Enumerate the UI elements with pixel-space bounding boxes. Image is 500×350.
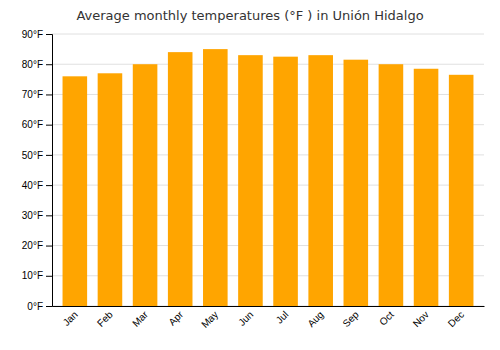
x-tick: Jul	[274, 309, 291, 326]
bar	[379, 64, 404, 306]
y-tick-label: 80°F	[22, 59, 43, 70]
grid	[52, 34, 484, 306]
y-tick-label: 10°F	[22, 270, 43, 281]
grid-line	[52, 64, 484, 65]
y-tick-label: 20°F	[22, 240, 43, 251]
x-tick: Sep	[340, 309, 361, 330]
x-tick: Feb	[95, 309, 115, 329]
x-tick-label: Dec	[446, 309, 466, 329]
x-axis: Jan Feb Mar Apr May Jun Jul Aug Sep Oct Nov Dec	[53, 307, 485, 330]
y-tick-mark	[46, 276, 52, 277]
x-tick: Apr	[166, 308, 185, 327]
x-tick: Nov	[411, 309, 431, 329]
x-tick: May	[199, 309, 220, 330]
x-tick-label: Jul	[274, 309, 291, 326]
y-tick-mark	[46, 125, 52, 126]
x-tick: Jun	[236, 309, 255, 328]
x-tick: Jan	[61, 309, 80, 328]
x-tick-label: May	[199, 309, 220, 330]
y-tick-mark	[46, 185, 52, 186]
y-tick: 40°F	[22, 180, 52, 191]
bar	[98, 73, 123, 306]
y-tick-label: 90°F	[22, 29, 43, 40]
chart: Average monthly temperatures (°F ) in Un…	[0, 0, 500, 350]
plot: 0°F 10°F 20°F 30°F 40°F 50°F 60°F 70°F 80°F 90°F J…	[22, 29, 485, 330]
x-tick: Mar	[130, 308, 150, 328]
x-tick: Aug	[305, 309, 325, 329]
y-tick-label: 50°F	[22, 150, 43, 161]
y-tick-mark	[46, 246, 52, 247]
y-tick: 60°F	[22, 119, 52, 130]
bar	[273, 57, 298, 306]
grid-line	[52, 34, 484, 35]
bar	[414, 69, 439, 306]
x-tick-label: Aug	[305, 309, 325, 329]
x-tick-label: Apr	[166, 308, 185, 327]
y-tick-mark	[46, 34, 52, 35]
y-tick-mark	[46, 64, 52, 65]
bar	[133, 64, 158, 306]
y-tick: 50°F	[22, 150, 52, 161]
y-tick: 70°F	[22, 89, 52, 100]
y-tick: 0°F	[27, 301, 52, 312]
x-tick-label: Sep	[340, 309, 361, 330]
x-tick: Oct	[377, 309, 396, 328]
x-tick: Dec	[446, 309, 466, 329]
y-tick: 80°F	[22, 59, 52, 70]
bar	[168, 52, 193, 306]
title: Average monthly temperatures (°F ) in Un…	[76, 8, 423, 23]
y-tick-label: 70°F	[22, 89, 43, 100]
x-tick-label: Oct	[377, 309, 396, 328]
y-tick-label: 40°F	[22, 180, 43, 191]
x-tick-label: Feb	[95, 309, 115, 329]
y-tick-mark	[46, 155, 52, 156]
y-tick: 90°F	[22, 29, 52, 40]
y-tick-mark	[46, 306, 52, 307]
y-axis: 0°F 10°F 20°F 30°F 40°F 50°F 60°F 70°F 80°F 90°F	[22, 29, 53, 312]
x-tick-label: Jan	[61, 309, 80, 328]
y-tick-mark	[46, 94, 52, 95]
x-axis-line	[53, 306, 485, 307]
x-tick-label: Mar	[130, 308, 150, 328]
bar	[63, 76, 88, 306]
y-tick: 30°F	[22, 210, 52, 221]
y-axis-line	[46, 35, 53, 307]
bar	[203, 49, 228, 306]
bars	[63, 49, 474, 306]
bar	[344, 60, 369, 306]
x-tick-label: Nov	[411, 309, 431, 329]
bar	[238, 55, 263, 306]
x-tick-label: Jun	[236, 309, 255, 328]
y-tick-label: 30°F	[22, 210, 43, 221]
y-tick-label: 60°F	[22, 119, 43, 130]
y-tick-label: 0°F	[27, 301, 43, 312]
y-tick: 20°F	[22, 240, 52, 251]
bar	[308, 55, 333, 306]
y-tick-mark	[46, 215, 52, 216]
y-tick: 10°F	[22, 270, 52, 281]
bar	[449, 75, 474, 306]
